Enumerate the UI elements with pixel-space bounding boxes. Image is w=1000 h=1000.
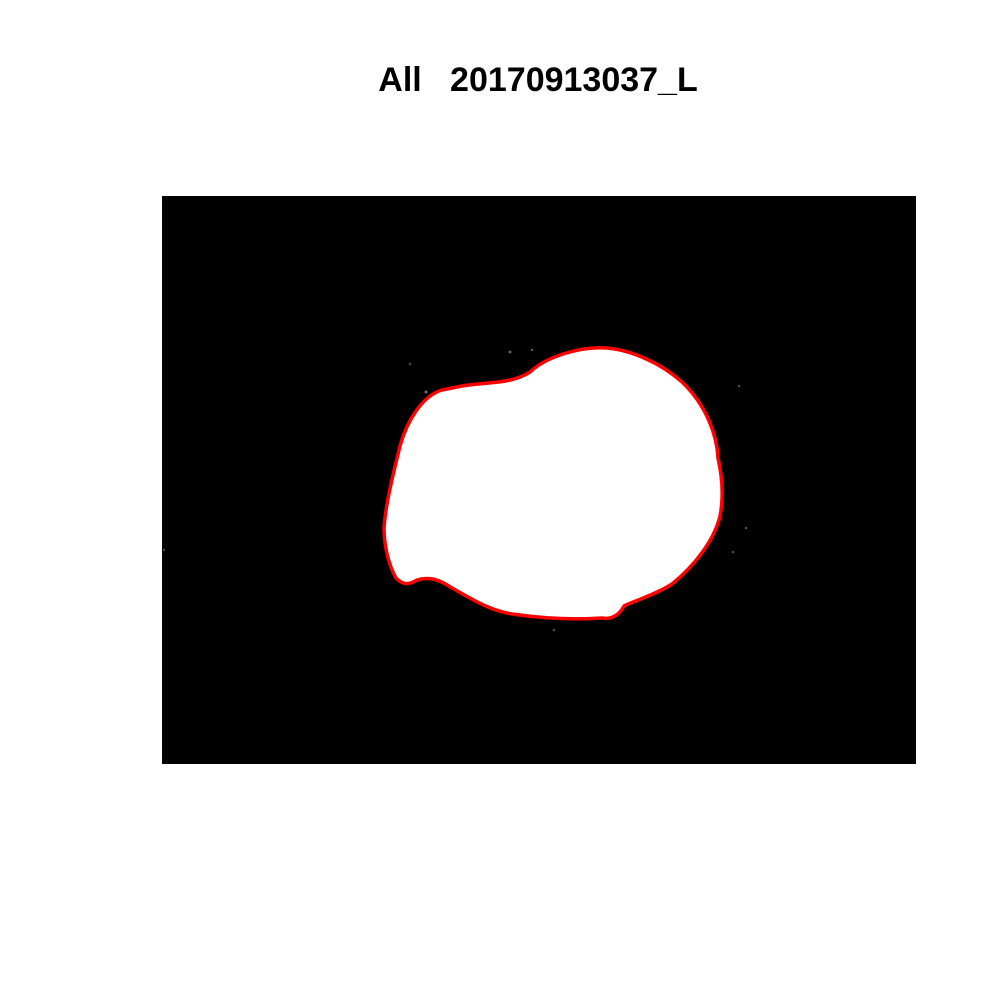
noise-speck <box>508 350 512 354</box>
noise-speck <box>408 362 412 366</box>
noise-speck <box>737 384 741 388</box>
segmentation-image <box>162 196 916 764</box>
noise-speck <box>731 550 735 554</box>
noise-speck <box>424 390 428 394</box>
noise-specks <box>162 348 748 632</box>
noise-speck <box>530 348 534 352</box>
noise-speck <box>552 628 556 632</box>
segmentation-svg <box>162 196 916 764</box>
segmented-region <box>382 346 724 621</box>
noise-speck <box>744 526 748 530</box>
noise-speck <box>162 548 166 552</box>
plot-title: All 20170913037_L <box>378 61 698 99</box>
